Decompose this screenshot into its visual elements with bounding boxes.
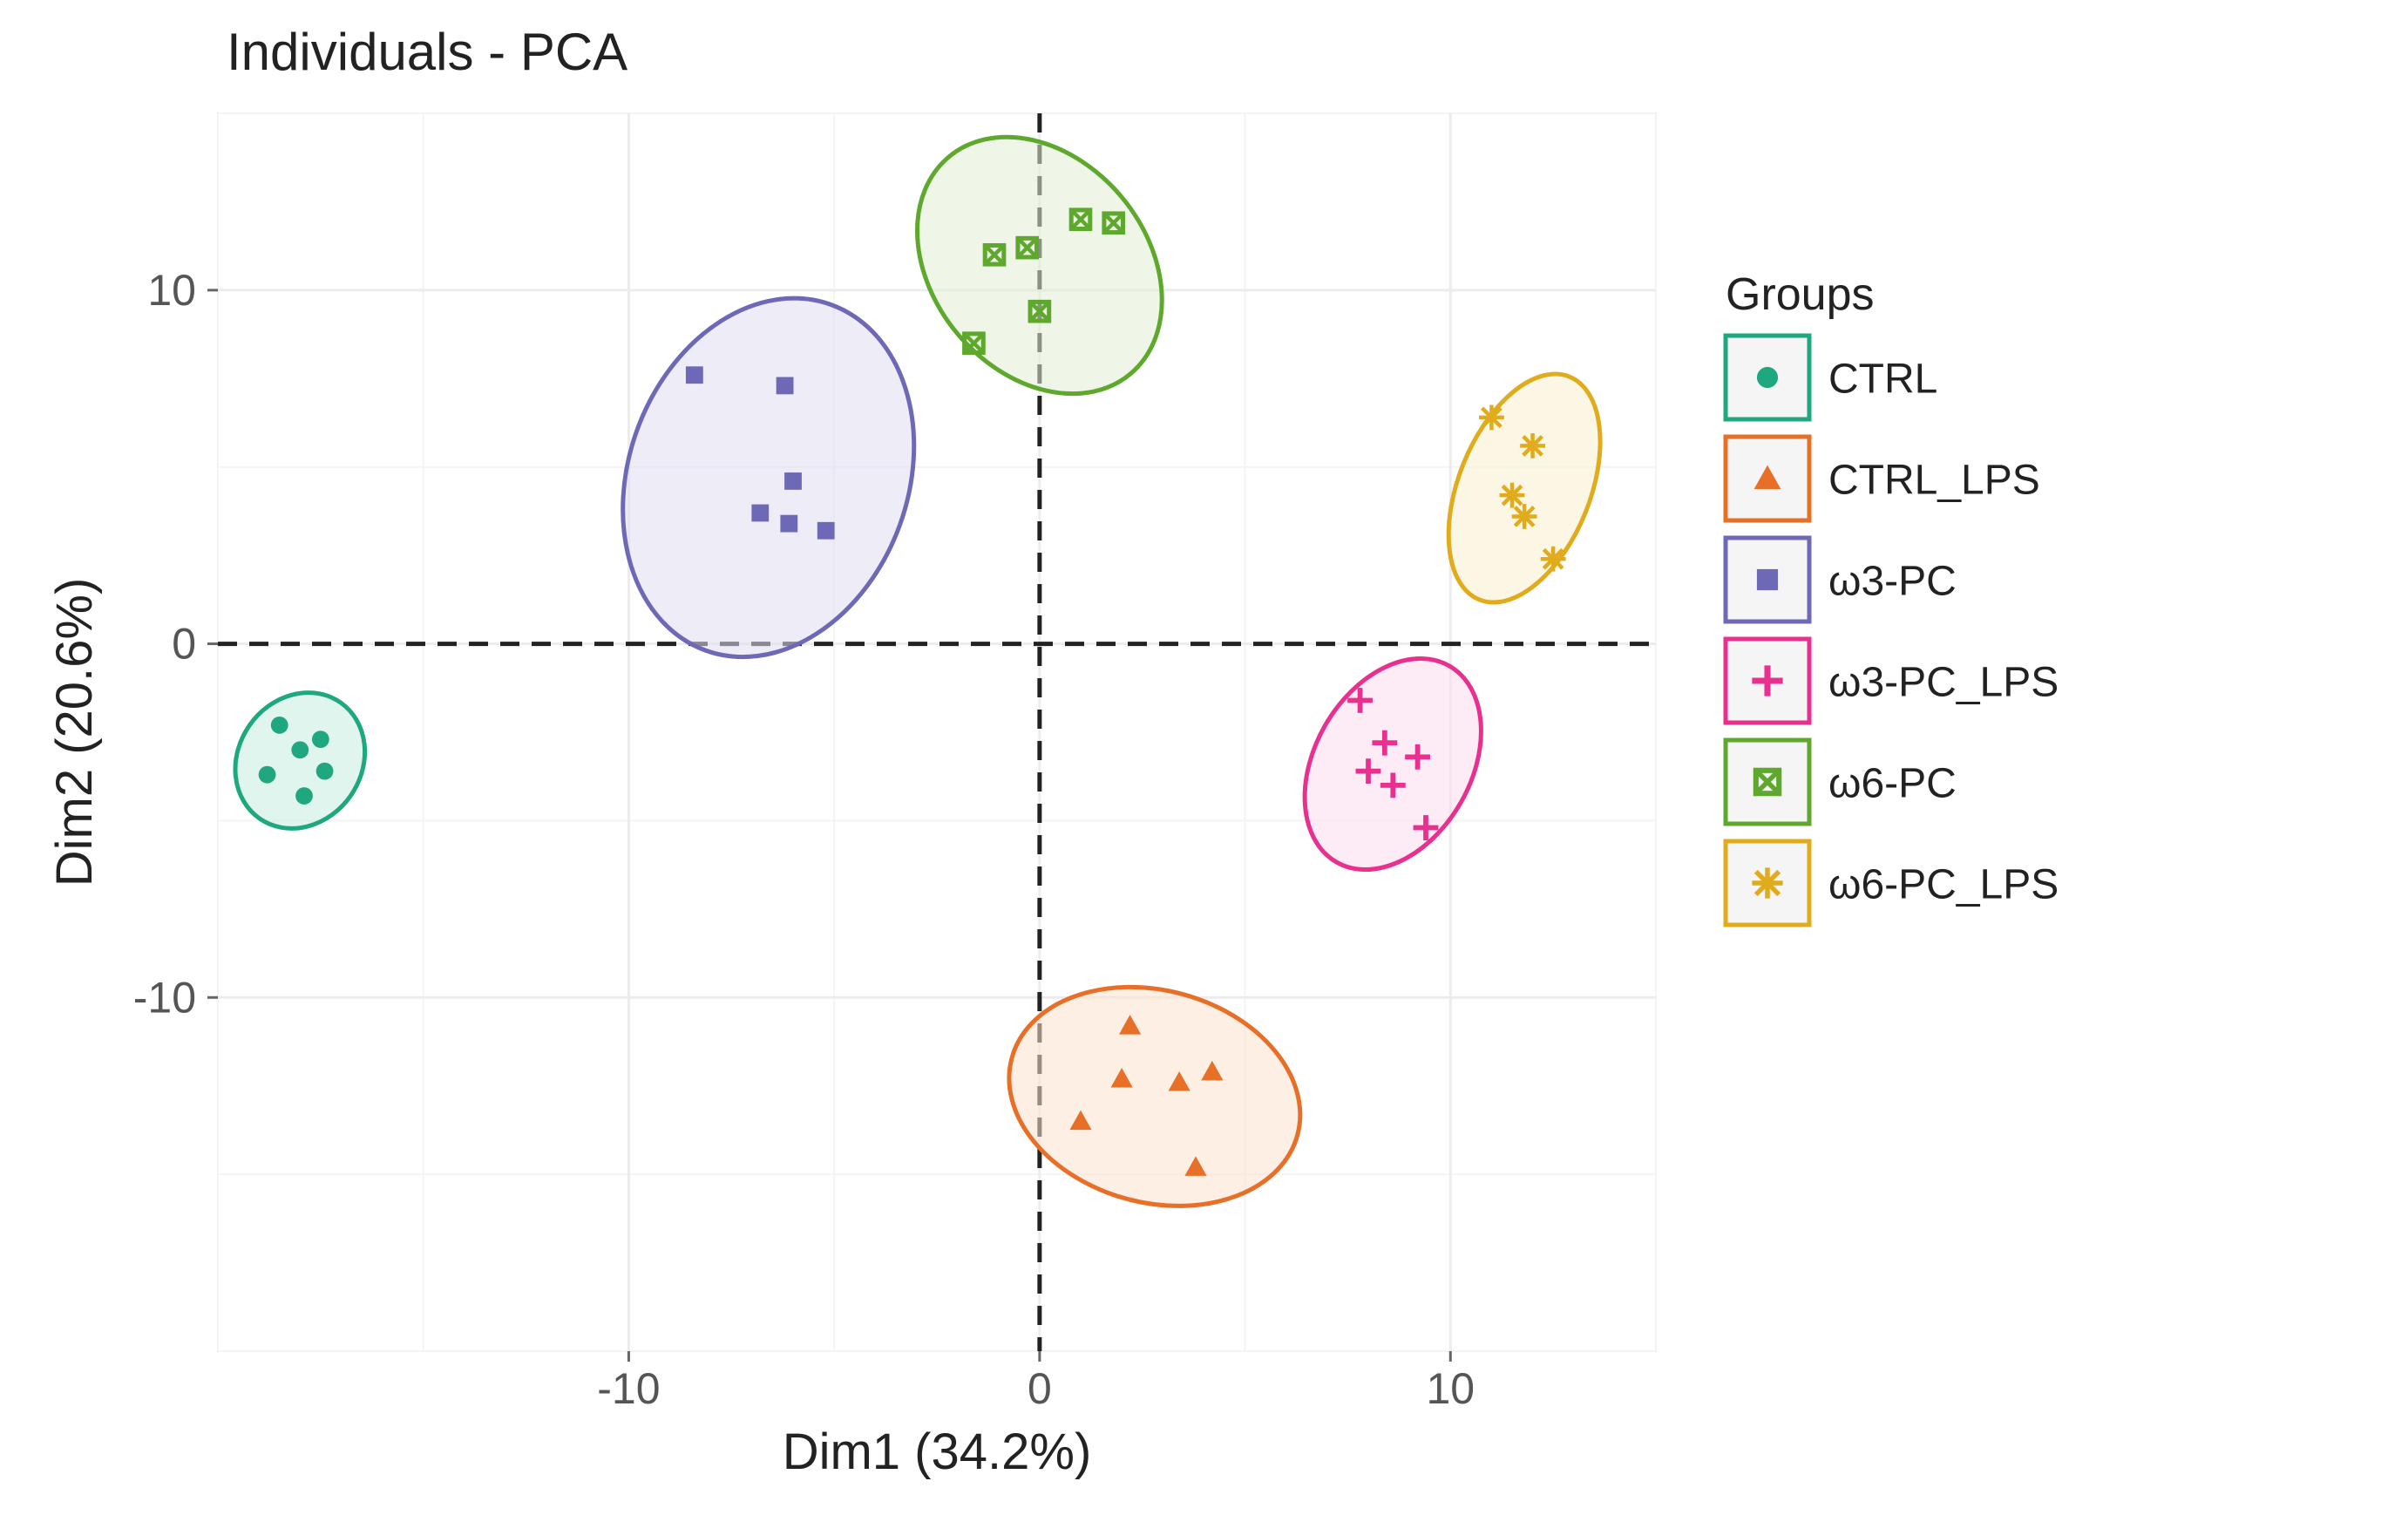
marker-circle-icon [1757,367,1778,388]
legend-marker [1757,367,1778,388]
marker-square-icon [751,505,769,522]
marker-asterisk-icon [1479,405,1504,431]
marker-circle-icon [259,766,276,784]
chart-title: Individuals - PCA [227,23,627,81]
marker-asterisk-icon [1752,867,1782,898]
xtick-label: -10 [597,1364,660,1413]
ytick-label: -10 [133,973,196,1022]
legend-label: ω6-PC_LPS [1828,861,2059,907]
ytick-label: 0 [172,620,196,669]
legend-marker [1757,569,1778,590]
marker-square-icon [686,366,703,384]
marker-square-icon [780,515,797,533]
y-axis-label: Dim2 (20.6%) [46,578,103,887]
marker-square-icon [784,472,802,490]
marker-square-icon [1757,569,1778,590]
marker-asterisk-icon [1520,433,1545,459]
legend-label: CTRL_LPS [1828,457,2040,503]
marker-asterisk-icon [1512,504,1537,529]
marker-square-icon [817,522,835,540]
marker-asterisk-icon [1541,547,1566,572]
legend-marker [1752,867,1782,898]
marker-circle-icon [295,787,313,805]
legend-label: ω3-PC [1828,558,1957,604]
xtick-label: 0 [1028,1364,1052,1413]
marker-square-icon [777,377,794,395]
marker-circle-icon [291,741,309,758]
legend-label: CTRL [1828,356,1937,402]
marker-circle-icon [312,730,329,748]
xtick-label: 10 [1426,1364,1475,1413]
figure-container: Individuals - PCA -10 0 10 -10 0 10 Dim1 (34.2%… [0,0,2408,1522]
marker-circle-icon [271,717,288,734]
ytick-label: 10 [147,266,196,315]
legend-label: ω6-PC [1828,760,1957,806]
legend-label: ω3-PC_LPS [1828,659,2059,705]
marker-asterisk-icon [1500,483,1525,508]
marker-circle-icon [316,763,334,780]
legend-title: Groups [1726,269,1875,320]
pca-chart: Individuals - PCA -10 0 10 -10 0 10 Dim1 (34.2%… [0,0,2408,1522]
x-axis-label: Dim1 (34.2%) [783,1423,1092,1480]
